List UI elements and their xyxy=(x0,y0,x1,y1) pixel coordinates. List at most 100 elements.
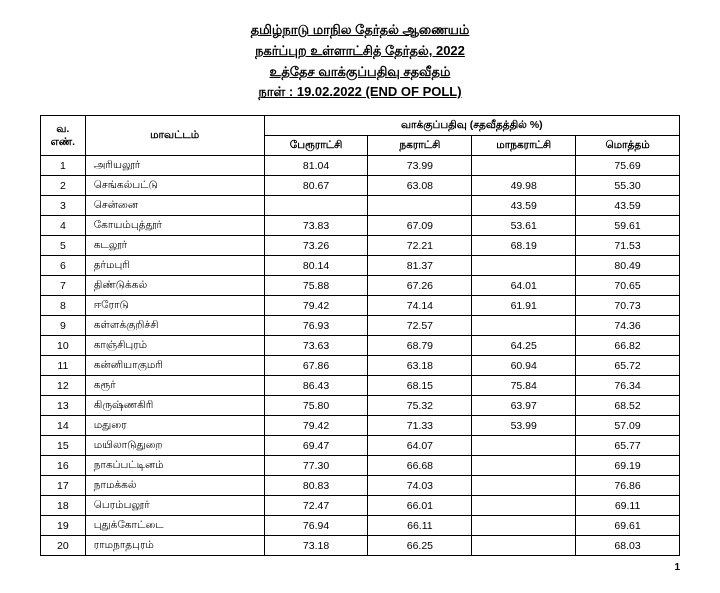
cell-sno: 11 xyxy=(41,356,86,376)
table-row: 3சென்னை43.5943.59 xyxy=(41,196,680,216)
cell-sno: 5 xyxy=(41,236,86,256)
cell-c3: 68.19 xyxy=(472,236,576,256)
cell-district: ராமநாதபுரம் xyxy=(85,536,264,556)
cell-district: செங்கல்பட்டு xyxy=(85,176,264,196)
cell-c2: 67.26 xyxy=(368,276,472,296)
document-header: தமிழ்நாடு மாநில தேர்தல் ஆணையம் நகர்ப்புற… xyxy=(40,20,680,103)
cell-c4: 75.69 xyxy=(576,156,680,176)
cell-c2: 81.37 xyxy=(368,256,472,276)
header-line-3: உத்தேச வாக்குப்பதிவு சதவீதம் xyxy=(40,62,680,83)
cell-c3 xyxy=(472,456,576,476)
cell-c4: 69.11 xyxy=(576,496,680,516)
cell-c4: 71.53 xyxy=(576,236,680,256)
table-row: 2செங்கல்பட்டு80.6763.0849.9855.30 xyxy=(41,176,680,196)
cell-c4: 76.34 xyxy=(576,376,680,396)
th-col2: நகராட்சி xyxy=(368,136,472,156)
cell-c1: 76.94 xyxy=(264,516,368,536)
polling-table: வ. எண். மாவட்டம் வாக்குப்பதிவு (சதவீதத்த… xyxy=(40,115,680,556)
cell-c3 xyxy=(472,476,576,496)
table-row: 1அரியலூர்81.0473.9975.69 xyxy=(41,156,680,176)
cell-c1: 76.93 xyxy=(264,316,368,336)
cell-c2: 66.68 xyxy=(368,456,472,476)
cell-district: கடலூர் xyxy=(85,236,264,256)
cell-sno: 13 xyxy=(41,396,86,416)
cell-c4: 68.52 xyxy=(576,396,680,416)
cell-c1: 69.47 xyxy=(264,436,368,456)
cell-c3 xyxy=(472,256,576,276)
cell-c4: 70.73 xyxy=(576,296,680,316)
cell-c2: 68.79 xyxy=(368,336,472,356)
cell-c4: 43.59 xyxy=(576,196,680,216)
cell-c1: 80.67 xyxy=(264,176,368,196)
cell-district: தர்மபுரி xyxy=(85,256,264,276)
cell-c1: 73.26 xyxy=(264,236,368,256)
cell-district: ஈரோடு xyxy=(85,296,264,316)
table-row: 12கரூர்86.4368.1575.8476.34 xyxy=(41,376,680,396)
cell-district: கன்னியாகுமரி xyxy=(85,356,264,376)
cell-district: பெரம்பலூர் xyxy=(85,496,264,516)
cell-district: கள்ளக்குறிச்சி xyxy=(85,316,264,336)
table-row: 10காஞ்சிபுரம்73.6368.7964.2566.82 xyxy=(41,336,680,356)
cell-c1: 86.43 xyxy=(264,376,368,396)
cell-c4: 57.09 xyxy=(576,416,680,436)
cell-sno: 1 xyxy=(41,156,86,176)
cell-c4: 59.61 xyxy=(576,216,680,236)
table-row: 15மயிலாடுதுறை69.4764.0765.77 xyxy=(41,436,680,456)
cell-c4: 68.03 xyxy=(576,536,680,556)
cell-c1: 73.18 xyxy=(264,536,368,556)
cell-c2: 63.18 xyxy=(368,356,472,376)
cell-sno: 15 xyxy=(41,436,86,456)
table-row: 14மதுரை79.4271.3353.9957.09 xyxy=(41,416,680,436)
cell-c1: 80.14 xyxy=(264,256,368,276)
cell-c4: 65.72 xyxy=(576,356,680,376)
table-row: 11கன்னியாகுமரி67.8663.1860.9465.72 xyxy=(41,356,680,376)
table-row: 5கடலூர்73.2672.2168.1971.53 xyxy=(41,236,680,256)
cell-c1 xyxy=(264,196,368,216)
table-row: 7திண்டுக்கல்75.8867.2664.0170.65 xyxy=(41,276,680,296)
table-row: 19புதுக்கோட்டை76.9466.1169.61 xyxy=(41,516,680,536)
cell-sno: 10 xyxy=(41,336,86,356)
cell-c3: 53.61 xyxy=(472,216,576,236)
cell-c1: 81.04 xyxy=(264,156,368,176)
th-sno: வ. எண். xyxy=(41,116,86,156)
cell-c3: 53.99 xyxy=(472,416,576,436)
cell-c3: 61.91 xyxy=(472,296,576,316)
cell-sno: 8 xyxy=(41,296,86,316)
th-group: வாக்குப்பதிவு (சதவீதத்தில் %) xyxy=(264,116,679,136)
header-line-4: நாள் : 19.02.2022 (END OF POLL) xyxy=(40,82,680,103)
cell-sno: 2 xyxy=(41,176,86,196)
table-row: 16நாகப்பட்டினம்77.3066.6869.19 xyxy=(41,456,680,476)
cell-c1: 79.42 xyxy=(264,416,368,436)
cell-district: சென்னை xyxy=(85,196,264,216)
cell-district: நாமக்கல் xyxy=(85,476,264,496)
cell-sno: 16 xyxy=(41,456,86,476)
cell-sno: 3 xyxy=(41,196,86,216)
table-row: 4கோயம்புத்தூர்73.8367.0953.6159.61 xyxy=(41,216,680,236)
cell-district: மதுரை xyxy=(85,416,264,436)
table-row: 9கள்ளக்குறிச்சி76.9372.5774.36 xyxy=(41,316,680,336)
cell-c1: 75.88 xyxy=(264,276,368,296)
cell-c1: 73.63 xyxy=(264,336,368,356)
cell-district: திண்டுக்கல் xyxy=(85,276,264,296)
table-row: 8ஈரோடு79.4274.1461.9170.73 xyxy=(41,296,680,316)
cell-district: நாகப்பட்டினம் xyxy=(85,456,264,476)
cell-sno: 19 xyxy=(41,516,86,536)
cell-sno: 4 xyxy=(41,216,86,236)
cell-c2: 72.21 xyxy=(368,236,472,256)
cell-district: புதுக்கோட்டை xyxy=(85,516,264,536)
cell-c3 xyxy=(472,536,576,556)
cell-c1: 79.42 xyxy=(264,296,368,316)
cell-sno: 6 xyxy=(41,256,86,276)
header-line-2: நகர்ப்புற உள்ளாட்சித் தேர்தல், 2022 xyxy=(40,41,680,62)
cell-c2: 71.33 xyxy=(368,416,472,436)
cell-c4: 69.19 xyxy=(576,456,680,476)
cell-c3: 64.25 xyxy=(472,336,576,356)
th-col3: மாநகராட்சி xyxy=(472,136,576,156)
cell-c4: 69.61 xyxy=(576,516,680,536)
cell-c2: 64.07 xyxy=(368,436,472,456)
cell-sno: 12 xyxy=(41,376,86,396)
cell-c2 xyxy=(368,196,472,216)
cell-c4: 76.86 xyxy=(576,476,680,496)
cell-c3: 63.97 xyxy=(472,396,576,416)
cell-c2: 75.32 xyxy=(368,396,472,416)
